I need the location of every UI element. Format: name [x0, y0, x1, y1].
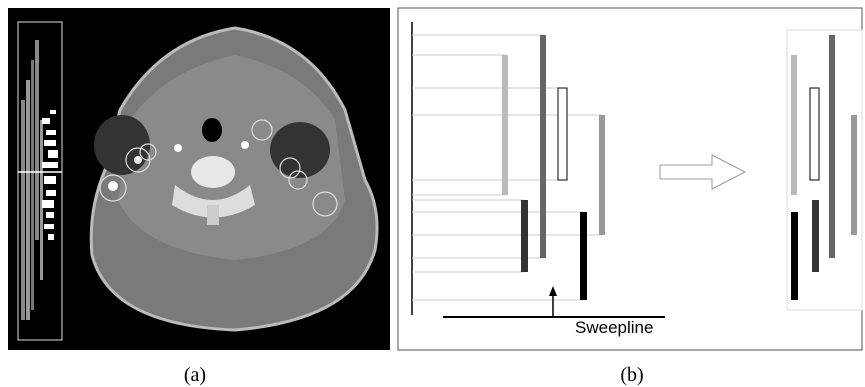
ct-panel: [8, 8, 390, 350]
page: (a) Sweepline: [0, 0, 865, 387]
sweep-diagram: Sweepline: [398, 8, 862, 350]
sweepline-label: Sweepline: [575, 318, 653, 337]
caption: (b): [620, 364, 643, 386]
figure: (a) Sweepline: [0, 0, 865, 387]
caption: (a): [184, 364, 206, 386]
